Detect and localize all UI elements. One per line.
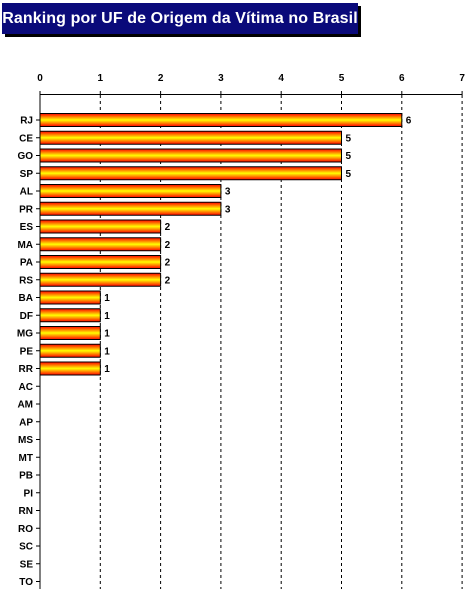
chart-title: Ranking por UF de Origem da Vítima no Br… [2, 9, 358, 27]
category-label: PI [24, 488, 34, 499]
category-label: CE [19, 133, 33, 144]
category-label: AL [20, 187, 33, 198]
category-label: BA [19, 293, 33, 304]
category-label: SE [20, 559, 34, 570]
category-label: RS [19, 275, 33, 286]
category-label: MT [19, 453, 33, 464]
value-label-MA: 2 [165, 240, 171, 251]
value-label-BA: 1 [104, 293, 110, 304]
category-label: RJ [20, 116, 33, 127]
x-tick-label: 3 [218, 73, 224, 84]
value-label-PA: 2 [165, 258, 171, 269]
category-label: RN [19, 506, 33, 517]
value-label-ES: 2 [165, 222, 171, 233]
category-label: RR [19, 364, 34, 375]
value-label-PR: 3 [225, 204, 231, 215]
category-label: AM [17, 400, 33, 411]
category-label: PA [20, 258, 33, 269]
category-label: PE [20, 346, 34, 357]
category-label: AP [19, 417, 33, 428]
category-label: PB [19, 471, 33, 482]
grid-lines [99, 95, 463, 589]
value-label-RR: 1 [104, 364, 110, 375]
category-label: AC [19, 382, 33, 393]
value-label-RJ: 6 [406, 116, 412, 127]
x-tick-label: 1 [98, 73, 104, 84]
value-label-PE: 1 [104, 346, 110, 357]
bar-RS [39, 272, 162, 287]
category-label: SC [19, 542, 33, 553]
category-label: MA [17, 240, 33, 251]
x-tick-label: 5 [339, 73, 345, 84]
x-tick-label: 6 [399, 73, 405, 84]
bar-CE [39, 130, 342, 145]
value-label-CE: 5 [346, 133, 352, 144]
bar-AL [39, 184, 222, 198]
x-tick-label: 4 [278, 73, 284, 84]
bar-MA [39, 237, 162, 252]
bar-BA [39, 290, 101, 305]
category-label: ES [20, 222, 34, 233]
value-label-SP: 5 [346, 169, 352, 180]
bar-DF [39, 308, 101, 323]
category-label: TO [19, 577, 33, 588]
value-label-MG: 1 [104, 329, 110, 340]
bar-PA [39, 255, 162, 269]
bar-SP [39, 166, 342, 181]
x-tick-label: 0 [37, 73, 43, 84]
category-label: PR [19, 204, 34, 215]
bar-MG [39, 326, 101, 340]
value-label-RS: 2 [165, 275, 171, 286]
category-label: RO [18, 524, 33, 535]
bar-RJ [39, 113, 403, 127]
bar-GO [39, 148, 342, 163]
category-label: SP [20, 169, 34, 180]
bar-RR [39, 361, 101, 376]
x-tick-label: 7 [459, 73, 465, 84]
bar-ES [39, 219, 162, 234]
category-label: GO [17, 151, 33, 162]
value-label-DF: 1 [104, 311, 110, 322]
labels: 0 1 2 3 4 5 6 7 RJ 6 CE 5 GO 5 SP 5 AL 3 PR 3 ES 2 MA 2 PA 2 RS 2 BA… [17, 73, 465, 588]
category-label: MS [18, 435, 33, 446]
x-tick-label: 2 [158, 73, 164, 84]
value-label-AL: 3 [225, 187, 231, 198]
bar-PR [39, 201, 222, 216]
chart-title-box: Ranking por UF de Origem da Vítima no Br… [2, 3, 358, 34]
category-label: DF [20, 311, 33, 322]
bars [39, 113, 403, 376]
category-label: MG [17, 329, 33, 340]
value-label-GO: 5 [346, 151, 352, 162]
bar-PE [39, 343, 101, 358]
